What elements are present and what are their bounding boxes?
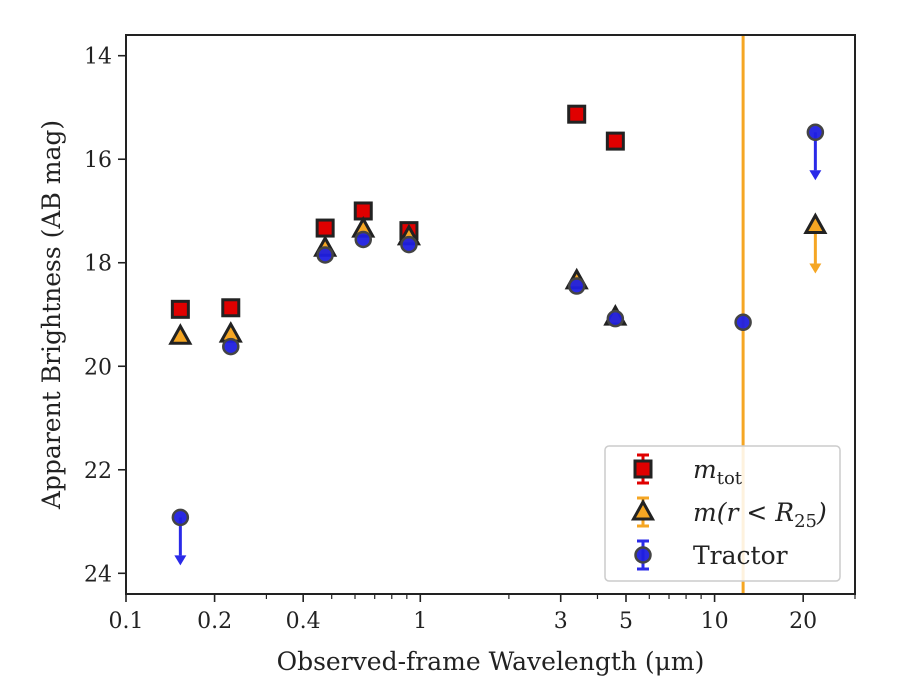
x-tick-label: 0.2 [197, 609, 232, 634]
x-tick-label: 20 [789, 609, 817, 634]
data-point [607, 133, 623, 149]
data-point [608, 311, 623, 326]
data-point [356, 232, 371, 247]
y-tick-label: 16 [84, 148, 112, 173]
x-axis-label: Observed-frame Wavelength (μm) [277, 647, 705, 676]
data-point [808, 125, 823, 140]
data-point [223, 300, 239, 316]
x-tick-label: 3 [554, 609, 568, 634]
data-point [317, 220, 333, 236]
y-axis-label: Apparent Brightness (AB mag) [37, 120, 66, 510]
y-tick-label: 20 [84, 355, 112, 380]
data-point [569, 279, 584, 294]
data-point [318, 247, 333, 262]
data-point [223, 339, 238, 354]
legend-marker [636, 548, 651, 563]
data-point [173, 510, 188, 525]
sed-chart: 0.1 0.2 0.4 1 3 5 10 20 14 16 18 20 22 24 Observed-fr… [0, 0, 900, 700]
series-m-tot [172, 106, 623, 317]
y-tick-label: 14 [84, 45, 112, 70]
data-point [401, 237, 416, 252]
x-tick-label: 5 [619, 609, 633, 634]
y-tick-label: 22 [84, 459, 112, 484]
x-tick-label: 0.4 [286, 609, 321, 634]
legend-marker [635, 461, 651, 477]
legend-label: Tractor [693, 541, 788, 570]
data-point [569, 106, 585, 122]
data-point [171, 326, 190, 343]
data-point [172, 301, 188, 317]
x-tick-label: 10 [701, 609, 729, 634]
x-tick-label: 0.1 [109, 609, 144, 634]
y-tick-label: 24 [84, 562, 112, 587]
y-tick-label: 18 [84, 252, 112, 277]
series-m-r-r25 [171, 215, 825, 343]
data-point [736, 315, 751, 330]
x-tick-label: 1 [413, 609, 427, 634]
data-point [806, 215, 825, 232]
